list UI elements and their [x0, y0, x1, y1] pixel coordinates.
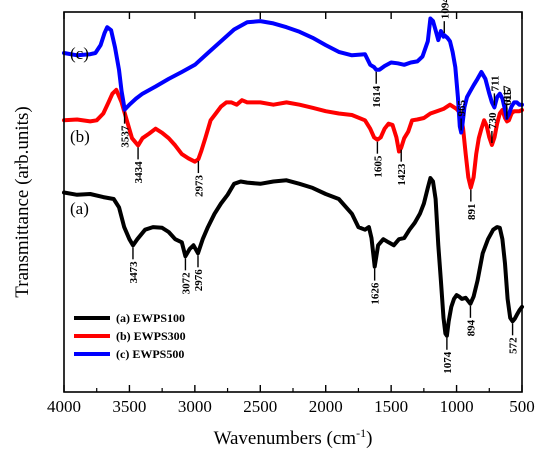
legend-label-1: (b) EWPS300	[116, 329, 186, 343]
peak-label-1094: 1094	[439, 0, 451, 19]
peak-label-617: 617	[502, 85, 514, 102]
peak-label-891: 891	[466, 204, 478, 221]
peak-label-3537: 3537	[120, 125, 132, 148]
peak-markers	[123, 21, 514, 350]
x-tick-label: 3000	[178, 397, 212, 416]
peak-label-1423: 1423	[396, 163, 408, 186]
series-line-2	[62, 16, 524, 135]
peak-label-730: 730	[487, 112, 499, 129]
x-tick-label: 1000	[440, 397, 474, 416]
legend: (a) EWPS100 (b) EWPS300 (c) EWPS500	[74, 311, 186, 361]
curve-tag-1: (b)	[70, 127, 90, 146]
x-axis-title-end: )	[366, 428, 372, 449]
y-axis-title: Transmittance (arb.units)	[12, 106, 33, 297]
x-axis-title: Wavenumbers (cm-1)	[214, 426, 373, 449]
legend-label-0: (a) EWPS100	[116, 311, 185, 325]
x-tick-label: 500	[509, 397, 535, 416]
peak-label-3072: 3072	[180, 272, 192, 295]
x-tick-label: 2500	[243, 397, 277, 416]
series-line-1	[62, 87, 524, 190]
legend-label-2: (c) EWPS500	[116, 347, 184, 361]
x-tick-label: 3500	[112, 397, 146, 416]
peak-label-2976: 2976	[193, 269, 205, 292]
peak-label-3434: 3434	[133, 161, 145, 184]
series-line-0	[62, 176, 524, 338]
peak-label-965: 965	[456, 99, 468, 116]
spectra-curves	[62, 16, 524, 338]
curve-tag-2: (c)	[70, 44, 89, 63]
peak-label-1614: 1614	[371, 85, 383, 108]
peak-label-1074: 1074	[442, 351, 454, 374]
x-axis-title-text: Wavenumbers (cm	[214, 428, 357, 449]
x-tick-label: 2000	[309, 397, 343, 416]
peak-label-1605: 1605	[372, 155, 384, 178]
axis-ticks: 4000 3500 3000 2500 2000 1500 1000 500	[47, 12, 535, 416]
peak-label-2973: 2973	[193, 175, 205, 198]
peak-label-3473: 3473	[128, 261, 140, 284]
annotation-labels: 3473 3072 2976 1626 1074 894 572 3434 2973 1605 14…	[70, 0, 520, 374]
peak-label-894: 894	[465, 319, 477, 336]
peak-label-572: 572	[508, 337, 520, 354]
peak-label-615: 615	[502, 88, 514, 105]
peak-label-1626: 1626	[370, 282, 382, 305]
x-tick-label: 4000	[47, 397, 81, 416]
x-axis-title-sup: -1	[356, 426, 366, 440]
peak-label-711: 711	[489, 75, 501, 91]
curve-tag-0: (a)	[70, 199, 89, 218]
x-tick-label: 1500	[374, 397, 408, 416]
